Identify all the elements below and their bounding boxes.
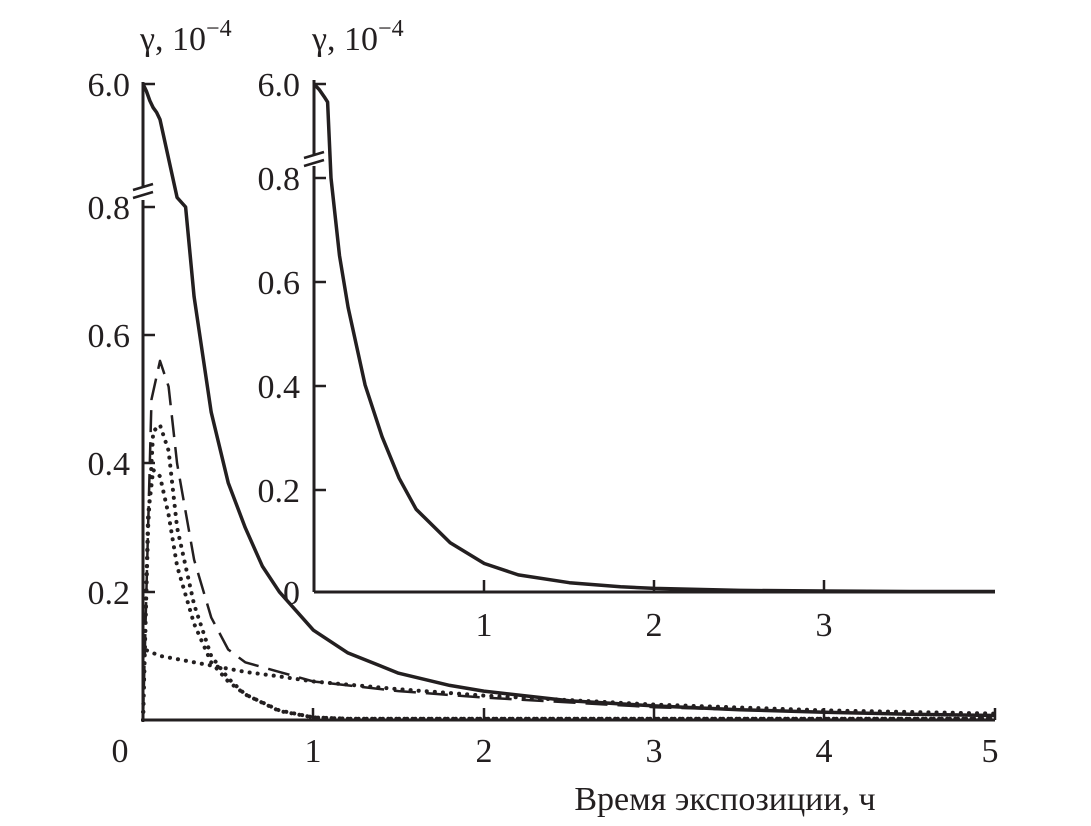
main-y-axis-title-base: γ, 10 [139, 21, 206, 58]
inset-y-tick-label: 0.2 [258, 473, 301, 510]
inset-curves [312, 82, 995, 594]
inset-y-tick-label: 6.0 [258, 67, 301, 104]
main-x-tick-label: 0 [112, 733, 129, 770]
inset-y-axis-title-base: γ, 10 [311, 21, 378, 58]
main-y-tick-label: 6.0 [88, 67, 131, 104]
inset-x-tick-label: 1 [476, 607, 493, 644]
main-x-tick-label: 5 [982, 733, 999, 770]
main-x-tick-label: 4 [816, 733, 833, 770]
main-y-axis-title: γ, 10−4 [139, 16, 232, 58]
main-y-tick-label: 0.4 [88, 446, 131, 483]
inset-y-tick-label: 0.6 [258, 265, 301, 302]
inset-background [316, 84, 995, 593]
inset-series-line-1-solid [312, 82, 995, 594]
inset-y-tick-label: 0 [283, 575, 300, 612]
inset-y-tick-label: 0.4 [258, 369, 301, 406]
main-x-tick-label: 1 [305, 733, 322, 770]
main-chart-panel: 0 1 2 3 4 5 0.2 0.4 0.6 0.8 6.0 γ, 10−4 … [88, 16, 999, 818]
inset-axis-break-mark [303, 158, 325, 168]
main-series-line-5-dotted [141, 647, 997, 722]
main-y-tick-label: 0.8 [88, 190, 131, 227]
inset-axis-break-mark [303, 150, 325, 160]
main-y-axis-title-exponent: −4 [206, 16, 232, 42]
main-axis-break-mark [132, 182, 154, 192]
inset-y-tick-label: 0.8 [258, 161, 301, 198]
inset-x-tick-label: 3 [816, 607, 833, 644]
main-y-tick-label: 0.6 [88, 318, 131, 355]
main-y-tick-label: 0.2 [88, 575, 131, 612]
main-x-tick-label: 2 [476, 733, 493, 770]
inset-y-axis-title: γ, 10−4 [311, 16, 404, 58]
main-axis-break-mark [132, 190, 154, 200]
inset-chart-panel: 1 2 3 0 0.2 0.4 0.6 0.8 6.0 γ, 10−4 [258, 16, 995, 644]
inset-x-tick-label: 2 [646, 607, 663, 644]
main-series-line-2-dashed [141, 359, 996, 721]
main-x-tick-label: 3 [646, 733, 663, 770]
main-x-axis-title: Время экспозиции, ч [574, 781, 875, 818]
inset-y-axis-title-exponent: −4 [378, 16, 404, 42]
